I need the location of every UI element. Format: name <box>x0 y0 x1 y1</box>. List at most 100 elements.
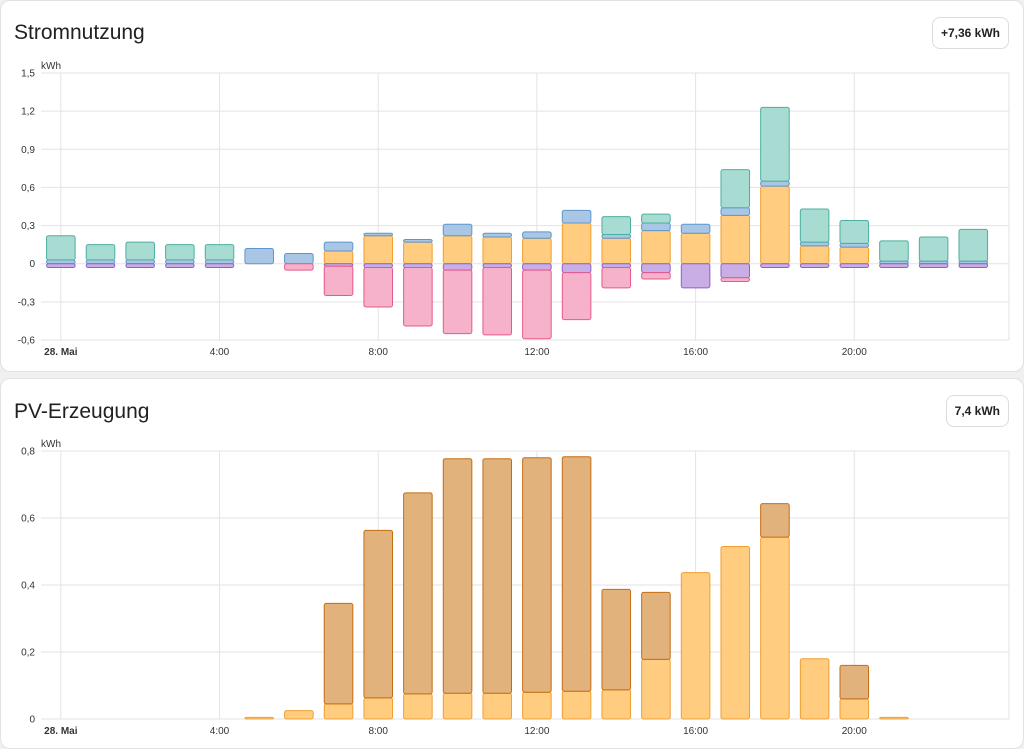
bar-solar[interactable] <box>561 222 592 265</box>
bar-solar[interactable] <box>323 250 354 265</box>
bar-battery_out[interactable] <box>204 259 235 265</box>
bar-pv_light[interactable] <box>561 690 592 720</box>
bar-pv_light[interactable] <box>363 697 393 720</box>
bar-pv_dark[interactable] <box>442 458 473 694</box>
bar-battery_in[interactable] <box>363 263 393 269</box>
bar-battery_in[interactable] <box>918 263 949 269</box>
energy-usage-chart[interactable]: 1,5 1,2 0,9 0,6 0,3 0 -0,3 -0,6 28. Mai 4:00 8:00 1… <box>1 1 1024 372</box>
bar-grid_return[interactable] <box>522 269 552 340</box>
bar-battery_in[interactable] <box>522 263 552 271</box>
bar-grid_return[interactable] <box>601 267 632 289</box>
bar-battery_out[interactable] <box>403 239 433 243</box>
bar-grid[interactable] <box>799 208 830 243</box>
bar-grid[interactable] <box>165 244 195 261</box>
bar-grid[interactable] <box>601 216 632 235</box>
solar-production-chart[interactable]: 0,8 0,6 0,4 0,2 0 28. Mai 4:00 8:00 12:00 16:00 20… <box>1 379 1024 749</box>
bar-battery_out[interactable] <box>442 223 473 237</box>
bar-battery_in[interactable] <box>641 263 671 274</box>
bar-pv_dark[interactable] <box>323 602 354 705</box>
bar-solar[interactable] <box>720 214 751 265</box>
bar-battery_out[interactable] <box>125 259 155 265</box>
bar-battery_in[interactable] <box>760 263 790 269</box>
bar-grid_return[interactable] <box>403 267 433 327</box>
bar-pv_light[interactable] <box>522 691 552 720</box>
bar-pv_dark[interactable] <box>561 456 592 692</box>
bar-battery_in[interactable] <box>46 263 76 269</box>
bar-battery_out[interactable] <box>165 259 195 265</box>
bar-pv_dark[interactable] <box>403 492 433 695</box>
bar-pv_dark[interactable] <box>482 458 513 694</box>
bar-battery_in[interactable] <box>879 263 909 269</box>
bar-grid_return[interactable] <box>284 263 314 271</box>
bar-solar[interactable] <box>482 236 513 265</box>
bar-grid[interactable] <box>641 213 671 224</box>
bar-battery_out[interactable] <box>244 247 274 265</box>
total-production-badge[interactable]: 7,4 kWh <box>945 395 1009 427</box>
bar-pv_light[interactable] <box>403 693 433 720</box>
bar-battery_out[interactable] <box>720 207 751 216</box>
bar-pv_light[interactable] <box>760 536 790 720</box>
bar-solar[interactable] <box>363 235 393 265</box>
bar-battery_out[interactable] <box>561 209 592 224</box>
bar-solar[interactable] <box>799 245 830 265</box>
bar-grid[interactable] <box>46 235 76 261</box>
bar-solar[interactable] <box>601 237 632 265</box>
bar-battery_in[interactable] <box>720 263 751 279</box>
bar-battery_out[interactable] <box>641 222 671 232</box>
bar-grid[interactable] <box>204 244 235 261</box>
bar-battery_in[interactable] <box>958 263 989 269</box>
bar-pv_dark[interactable] <box>839 664 870 700</box>
bar-solar[interactable] <box>403 241 433 265</box>
bar-battery_in[interactable] <box>165 263 195 269</box>
bar-battery_out[interactable] <box>839 242 870 248</box>
bar-grid[interactable] <box>85 244 116 261</box>
bar-battery_out[interactable] <box>323 241 354 252</box>
bar-solar[interactable] <box>442 235 473 265</box>
bar-solar[interactable] <box>760 185 790 265</box>
bar-battery_out[interactable] <box>363 232 393 237</box>
bar-battery_in[interactable] <box>680 263 711 289</box>
bar-grid[interactable] <box>918 236 949 262</box>
bar-pv_light[interactable] <box>244 716 274 720</box>
bar-battery_in[interactable] <box>125 263 155 269</box>
bar-grid_return[interactable] <box>561 272 592 321</box>
bar-battery_out[interactable] <box>760 180 790 187</box>
bar-grid_return[interactable] <box>442 269 473 335</box>
bar-solar[interactable] <box>641 230 671 265</box>
bar-pv_dark[interactable] <box>522 457 552 693</box>
bar-pv_light[interactable] <box>323 703 354 720</box>
bar-grid_return[interactable] <box>363 267 393 308</box>
bar-battery_out[interactable] <box>482 232 513 238</box>
bar-grid[interactable] <box>125 241 155 261</box>
bar-grid[interactable] <box>760 106 790 182</box>
bar-battery_out[interactable] <box>522 231 552 239</box>
bar-battery_out[interactable] <box>680 223 711 234</box>
bar-battery_in[interactable] <box>799 263 830 269</box>
bar-pv_light[interactable] <box>601 689 632 720</box>
bar-pv_light[interactable] <box>284 710 314 720</box>
bar-grid[interactable] <box>879 240 909 262</box>
bar-grid[interactable] <box>839 219 870 244</box>
bar-solar[interactable] <box>839 246 870 265</box>
bar-battery_out[interactable] <box>284 253 314 265</box>
bar-battery_out[interactable] <box>799 241 830 247</box>
bar-grid[interactable] <box>958 228 989 262</box>
bar-battery_in[interactable] <box>204 263 235 269</box>
bar-battery_in[interactable] <box>442 263 473 271</box>
bar-pv_dark[interactable] <box>601 588 632 691</box>
bar-grid_return[interactable] <box>482 267 513 336</box>
bar-grid[interactable] <box>720 169 751 209</box>
bar-battery_in[interactable] <box>561 263 592 274</box>
bar-pv_light[interactable] <box>442 692 473 720</box>
bar-pv_light[interactable] <box>680 572 711 720</box>
bar-grid_return[interactable] <box>720 277 751 283</box>
bar-pv_light[interactable] <box>839 698 870 720</box>
bar-battery_in[interactable] <box>601 263 632 269</box>
total-usage-badge[interactable]: +7,36 kWh <box>931 17 1009 49</box>
bar-pv_light[interactable] <box>879 716 909 720</box>
bar-solar[interactable] <box>522 237 552 265</box>
bar-solar[interactable] <box>680 232 711 265</box>
bar-grid_return[interactable] <box>323 265 354 296</box>
bar-battery_in[interactable] <box>403 263 433 269</box>
bar-pv_light[interactable] <box>482 692 513 720</box>
